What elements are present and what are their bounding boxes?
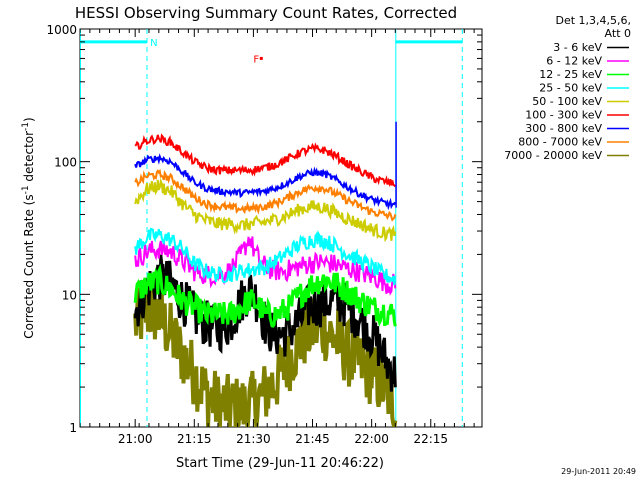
legend-label-7: 800 - 7000 keV [518,136,602,149]
series-line-1 [134,236,397,296]
legend-label-3: 25 - 50 keV [539,82,602,95]
legend-label-2: 12 - 25 keV [539,68,602,81]
y-axis-label-mid: detector [22,131,36,186]
series-line-4 [134,177,397,243]
marker-label-f: F [253,54,259,65]
series-line-7 [134,168,397,222]
timestamp: 29-Jun-2011 20:49 [561,467,636,476]
x-tick-label-0: 21:00 [118,432,153,446]
x-axis-label: Start Time (29-Jun-11 20:46:22) [176,456,384,471]
y-axis-label: Corrected Count Rate (s-1 detector-1) [21,117,36,338]
legend-header-line1: Det 1,3,4,5,6, [555,14,631,27]
series-line-0 [133,254,397,392]
overlay-layer: NF [80,29,463,427]
y-tick-label-2: 100 [54,156,77,170]
series-layer [133,121,398,427]
x-tick-label-5: 22:15 [413,432,448,446]
chart-title: HESSI Observing Summary Count Rates, Cor… [75,4,457,22]
x-tick-label-1: 21:15 [177,432,212,446]
x-tick-label-2: 21:30 [236,432,271,446]
x-tick-label-4: 22:00 [354,432,389,446]
x-tick-label-3: 21:45 [295,432,330,446]
series-line-8 [133,281,398,427]
y-axis-label-sup2: -1 [21,122,31,131]
y-axis-label-sup1: -1 [21,185,31,194]
legend-label-6: 300 - 800 keV [525,122,602,135]
legend-label-4: 50 - 100 keV [532,95,602,108]
axis-layer: 21:00 21:15 21:30 21:45 22:00 22:15 1 10 100 1000 [46,23,482,446]
series-line-3 [134,227,397,286]
y-axis-label-end: ) [22,117,36,122]
series-line-blue [134,153,397,211]
legend-label-1: 6 - 12 keV [546,55,602,68]
y-tick-label-0: 1 [69,421,77,435]
y-axis-label-main: Corrected Count Rate (s [22,194,36,338]
legend-header-line2: Att 0 [605,27,631,40]
legend-label-5: 100 - 300 keV [525,109,602,122]
marker-label-n: N [150,38,157,49]
y-tick-label-3: 1000 [46,23,77,37]
series-group [133,121,398,427]
legend-label-0: 3 - 6 keV [553,41,602,54]
flare-marker-dot [259,56,263,60]
y-tick-label-1: 10 [62,288,77,302]
legend-label-8: 7000 - 20000 keV [504,149,602,162]
series-line-5 [134,133,397,188]
series-line-2 [133,263,397,328]
